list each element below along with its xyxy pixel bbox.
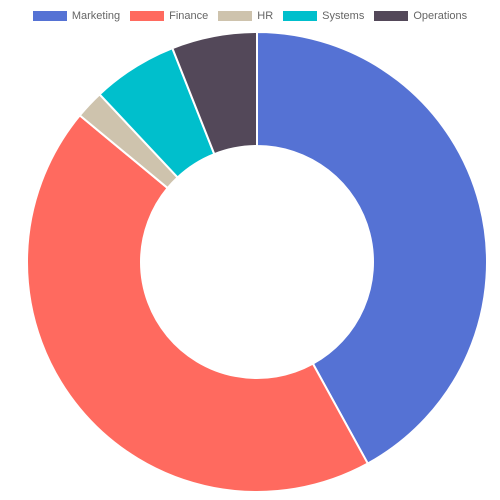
legend-swatch	[374, 11, 409, 21]
legend-label: Finance	[169, 10, 209, 22]
slice-finance[interactable]	[26, 113, 370, 493]
legend-swatch	[218, 11, 253, 21]
legend-item-marketing[interactable]: Marketing	[32, 10, 121, 22]
legend-swatch	[283, 11, 318, 21]
legend-label: Operations	[413, 10, 468, 22]
legend-item-hr[interactable]: HR	[218, 10, 273, 22]
legend-label: Systems	[322, 10, 365, 22]
legend-item-systems[interactable]: Systems	[283, 10, 364, 22]
legend-label: Marketing	[71, 10, 121, 22]
slice-marketing[interactable]	[256, 30, 488, 465]
legend-swatch	[32, 11, 67, 21]
chart-legend: Marketing Finance HR Systems Operations	[0, 10, 500, 22]
slice-operations[interactable]	[171, 30, 258, 156]
legend-swatch	[130, 11, 165, 21]
legend-item-finance[interactable]: Finance	[130, 10, 208, 22]
legend-item-operations[interactable]: Operations	[374, 10, 467, 22]
legend-label: HR	[257, 10, 274, 22]
